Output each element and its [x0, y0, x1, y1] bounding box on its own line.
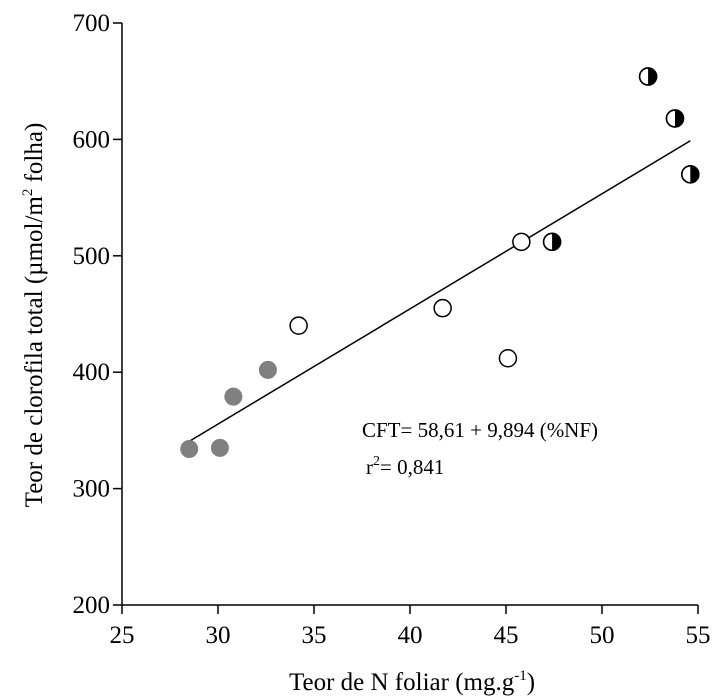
x-tick-label: 30	[206, 622, 231, 649]
data-point-half-filled	[681, 165, 700, 184]
regression-line	[188, 140, 691, 442]
data-point-gray	[180, 440, 199, 459]
axes	[121, 23, 698, 606]
y-ticks: 200 300 400 500 600 700	[73, 10, 122, 619]
y-tick-label: 700	[73, 10, 111, 37]
y-axis-title: Teor de clorofila total (µmol/m2 folha)	[20, 123, 48, 508]
data-point-open	[433, 298, 452, 318]
data-points	[180, 67, 700, 459]
data-point-half-filled	[665, 109, 685, 128]
y-tick-label: 300	[73, 476, 111, 503]
x-tick-label: 35	[302, 622, 327, 649]
x-tick-label: 45	[494, 622, 519, 649]
y-tick-label: 200	[73, 592, 111, 619]
data-point-open	[289, 316, 308, 335]
data-point-gray	[224, 387, 243, 406]
data-point-open	[498, 348, 518, 368]
y-tick-label: 600	[73, 126, 111, 153]
r-squared: r2= 0,841	[366, 454, 444, 479]
data-point-gray	[210, 438, 229, 457]
data-point-gray	[258, 360, 277, 379]
x-axis-title: Teor de N foliar (mg.g-1)	[289, 668, 535, 696]
data-point-half-filled	[638, 67, 658, 86]
x-tick-label: 55	[686, 622, 711, 649]
x-ticks: 25 30 35 40 45 50 55	[110, 605, 711, 649]
y-tick-label: 500	[73, 243, 111, 270]
regression-line-group	[188, 140, 691, 442]
data-point-open	[512, 232, 531, 252]
x-tick-label: 50	[590, 622, 615, 649]
x-tick-label: 25	[110, 622, 135, 649]
x-tick-label: 40	[398, 622, 423, 649]
data-point-half-filled	[542, 232, 562, 252]
regression-equation: CFT= 58,61 + 9,894 (%NF)	[362, 418, 598, 442]
y-tick-label: 400	[73, 359, 111, 386]
